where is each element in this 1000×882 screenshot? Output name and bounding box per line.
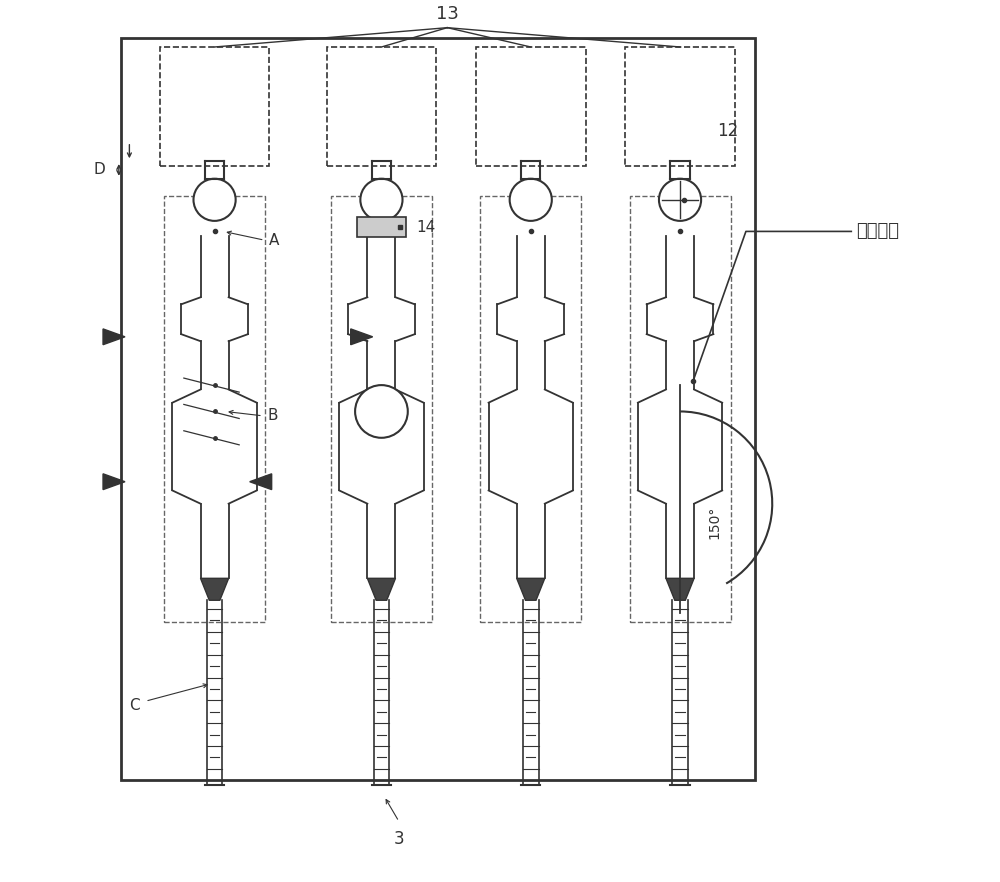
Circle shape [355,385,408,437]
Bar [625,47,735,166]
Bar [121,38,755,781]
Circle shape [360,179,403,220]
Text: B: B [267,408,278,423]
Bar [630,197,731,622]
Text: 150°: 150° [708,505,722,539]
Polygon shape [201,579,229,601]
Polygon shape [103,474,125,490]
Text: 12: 12 [717,123,738,140]
Text: C: C [129,699,140,714]
Bar [164,197,265,622]
Bar [476,47,586,166]
Polygon shape [351,329,373,345]
Bar [357,217,406,236]
Circle shape [510,179,552,220]
Text: 有机玻璃: 有机玻璃 [856,222,899,241]
Text: 13: 13 [436,5,459,23]
Polygon shape [250,474,272,490]
Text: 14: 14 [416,220,435,235]
Circle shape [659,179,701,220]
Bar [480,197,581,622]
Text: D: D [93,162,105,177]
Bar [331,197,432,622]
Polygon shape [103,329,125,345]
Polygon shape [367,579,395,601]
Bar [327,47,436,166]
Text: 3: 3 [394,830,404,848]
Circle shape [193,179,236,220]
Bar [160,47,269,166]
Text: A: A [269,233,279,248]
Polygon shape [517,579,545,601]
Polygon shape [666,579,694,601]
